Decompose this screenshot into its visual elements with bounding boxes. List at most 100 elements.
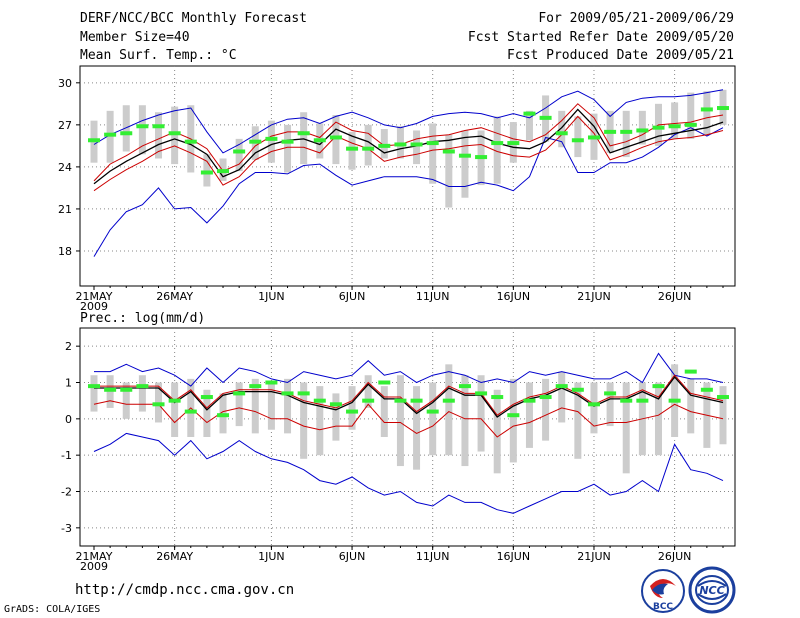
- prec-forecast-marker: [442, 398, 455, 403]
- prec-forecast-marker: [620, 398, 633, 403]
- temp-spread-box: [413, 130, 421, 165]
- prec-forecast-marker: [523, 398, 536, 403]
- temp-spread-box: [267, 120, 275, 163]
- prec-spread-box: [284, 378, 292, 434]
- prec-spread-box: [138, 375, 146, 412]
- prec-min-line: [93, 432, 724, 514]
- prec-forecast-marker: [475, 391, 488, 396]
- temp-forecast-marker: [458, 153, 471, 158]
- temp-forecast-marker: [152, 124, 165, 129]
- temp-spread-box: [380, 129, 388, 159]
- precipitation-panel: -3 -2 -1 0 1 2 21MAY 26MAY 1JUN 6JUN 11JUN 16JUN 21J…: [61, 327, 736, 573]
- temp-forecast-marker: [184, 139, 197, 144]
- temp-spread-box: [703, 91, 711, 135]
- prec-upper-line: [94, 374, 724, 416]
- temp-x-tick-label: 26MAY: [156, 290, 193, 303]
- prec-forecast-marker: [555, 384, 568, 389]
- temp-forecast-marker: [217, 169, 230, 174]
- ncc-logo-text: NCC: [699, 584, 724, 597]
- prec-x-tick-label: 21JUN: [577, 550, 611, 563]
- temp-forecast-marker: [233, 149, 246, 154]
- prec-spread-box: [90, 375, 98, 412]
- variable-label: Mean Surf. Temp.: °C: [80, 48, 237, 63]
- prec-y-tick-label: 0: [65, 413, 72, 426]
- chart-title: DERF/NCC/BCC Monthly Forecast: [80, 11, 307, 26]
- temp-x-tick-label: 6JUN: [339, 290, 366, 303]
- temp-spread-box: [638, 110, 646, 145]
- prec-forecast-marker: [346, 409, 359, 414]
- prec-forecast-marker: [120, 387, 133, 392]
- temp-forecast-marker: [410, 142, 423, 147]
- prec-forecast-marker: [394, 398, 407, 403]
- temp-spread-box: [429, 123, 437, 184]
- prec-spread-box: [235, 382, 243, 427]
- temp-forecast-marker: [88, 138, 100, 143]
- temp-spread-box: [622, 110, 630, 158]
- prec-forecast-marker: [249, 384, 262, 389]
- bcc-logo-text: BCC: [653, 602, 673, 612]
- temp-forecast-marker: [717, 106, 729, 111]
- prec-spread-box: [267, 382, 275, 430]
- prec-forecast-marker: [184, 409, 197, 414]
- temp-forecast-marker: [684, 122, 697, 127]
- temp-forecast-marker: [426, 141, 439, 146]
- prec-spread-box: [413, 386, 421, 470]
- temp-forecast-marker: [507, 141, 520, 146]
- prec-spread-box: [590, 382, 598, 434]
- prec-spread-box: [622, 382, 630, 474]
- temp-spread-box: [493, 116, 501, 184]
- prec-y-tick-label: 1: [65, 377, 72, 390]
- temp-forecast-marker: [249, 139, 262, 144]
- prec-forecast-marker: [233, 391, 246, 396]
- forecast-start-date: Fcst Started Refer Date 2009/05/20: [467, 30, 734, 45]
- temp-min-line: [93, 127, 724, 257]
- prec-y-tick-label: -3: [61, 522, 72, 535]
- prec-forecast-marker: [88, 384, 100, 389]
- temp-forecast-marker: [604, 129, 617, 134]
- temp-x-tick-label: 21MAY: [76, 290, 113, 303]
- prec-x-tick-label: 26MAY: [156, 550, 193, 563]
- prec-spread-box: [654, 382, 662, 456]
- website-url[interactable]: http://cmdp.ncc.cma.gov.cn: [75, 582, 295, 598]
- temp-forecast-marker: [491, 141, 504, 146]
- temp-x-tick-label: 16JUN: [497, 290, 531, 303]
- temp-forecast-marker: [571, 138, 584, 143]
- prec-spread-box: [687, 378, 695, 434]
- prec-forecast-marker: [587, 402, 600, 407]
- ncc-logo: NCC: [688, 566, 736, 614]
- prec-lower-line: [93, 400, 724, 438]
- temp-forecast-marker: [700, 107, 713, 112]
- prec-x-tick-label: 1JUN: [258, 550, 285, 563]
- prec-forecast-marker: [717, 395, 729, 400]
- prec-max-line: [94, 352, 724, 387]
- prec-forecast-marker: [378, 380, 391, 385]
- prec-spread-box: [719, 386, 727, 445]
- temp-mean-line: [93, 108, 724, 185]
- prec-year-label: 2009: [80, 560, 108, 573]
- temp-forecast-marker: [281, 139, 294, 144]
- temp-forecast-marker: [120, 131, 133, 136]
- prec-forecast-marker: [281, 391, 294, 396]
- temp-max-line: [93, 89, 724, 154]
- prec-forecast-marker: [410, 398, 423, 403]
- temp-upper-line: [93, 103, 724, 182]
- prec-forecast-marker: [668, 398, 681, 403]
- prec-x-tick-label: 26JUN: [658, 550, 692, 563]
- prec-mean-line: [94, 375, 724, 418]
- temp-year-label: 2009: [80, 300, 108, 313]
- prec-spread-box: [348, 386, 356, 430]
- prec-spread-box: [251, 378, 259, 434]
- prec-spread-box: [542, 378, 550, 441]
- prec-frame: [79, 327, 736, 547]
- temp-spread-box: [525, 110, 533, 141]
- forecast-produced-date: Fcst Produced Date 2009/05/21: [507, 48, 734, 63]
- temp-forecast-marker: [362, 146, 375, 151]
- prec-spread-box: [445, 364, 453, 456]
- temp-forecast-marker: [394, 142, 407, 147]
- temp-forecast-marker: [313, 138, 326, 143]
- prec-x-tick-label: 11JUN: [416, 550, 450, 563]
- temp-y-tick-label: 27: [58, 119, 72, 132]
- prec-spread-box: [461, 375, 469, 467]
- prec-spread-box: [122, 382, 130, 419]
- prec-forecast-marker: [152, 402, 165, 407]
